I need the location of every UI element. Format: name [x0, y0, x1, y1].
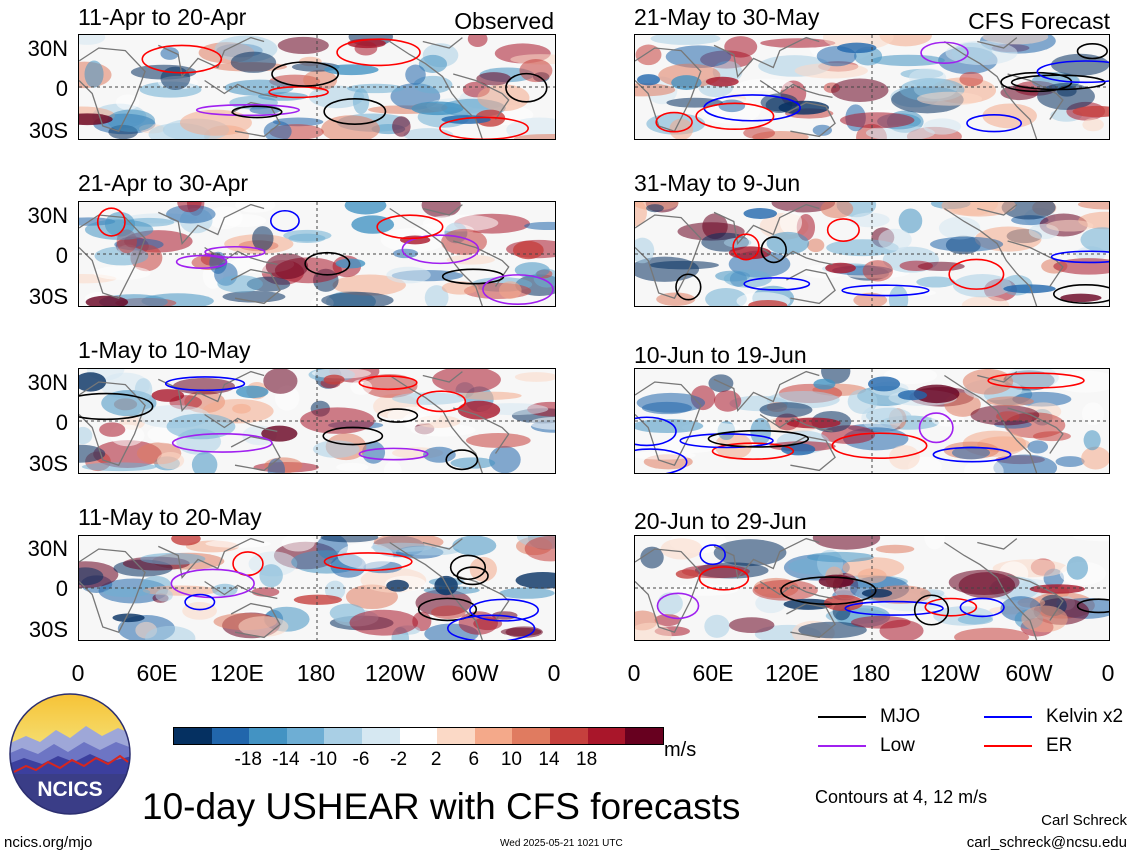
lat-label-eq: 0 — [55, 76, 68, 101]
panel-title-3: 1-May to 10-May — [78, 337, 251, 363]
map-graphic — [635, 536, 1109, 640]
map-panel-1 — [78, 34, 556, 140]
lat-label-eq: 0 — [55, 576, 68, 601]
legend-line-low — [818, 745, 866, 747]
colorbar-swatch — [211, 728, 250, 744]
ncics-logo: NCICS — [9, 693, 131, 815]
lon-label-120e: 120E — [210, 660, 264, 686]
colorbar-swatch — [174, 728, 212, 744]
panel-title-2: 21-Apr to 30-Apr — [78, 170, 249, 196]
map-graphic — [635, 369, 1109, 473]
map-panel-7 — [634, 368, 1110, 474]
lon-label-0-east: 0 — [547, 660, 561, 686]
map-graphic — [79, 536, 555, 640]
legend-label-low: Low — [880, 735, 915, 756]
colorbar-swatch — [249, 728, 287, 744]
colorbar-swatch — [549, 728, 588, 744]
colorbar-swatch — [587, 728, 626, 744]
lon-label-120e: 120E — [765, 660, 819, 686]
colorbar-swatch — [399, 728, 438, 744]
panel-tag-observed: Observed — [454, 8, 554, 34]
lat-label-30n: 30N — [27, 36, 68, 61]
lon-label-0-east: 0 — [1101, 660, 1115, 686]
colorbar-swatch — [625, 728, 663, 744]
colorbar-swatch — [361, 728, 400, 744]
lon-label-120w: 120W — [364, 660, 426, 686]
panel-title-4: 11-May to 20-May — [78, 504, 262, 530]
colorbar-tick-label: -18 — [234, 749, 262, 770]
map-panel-3 — [78, 368, 556, 474]
panel-title-6: 31-May to 9-Jun — [634, 170, 801, 196]
logo-text: NCICS — [37, 778, 102, 801]
colorbar-swatch — [512, 728, 550, 744]
lat-label-30n: 30N — [27, 536, 68, 561]
legend-label-mjo: MJO — [880, 706, 921, 727]
legend-line-mjo — [818, 716, 866, 718]
colorbar-tick-label: 14 — [538, 749, 560, 770]
lon-label-60w: 60W — [451, 660, 499, 686]
map-graphic — [635, 35, 1109, 139]
colorbar-tick-label: 18 — [576, 749, 598, 770]
panel-tag-forecast: CFS Forecast — [968, 8, 1110, 34]
main-title: 10-day USHEAR with CFS forecasts — [142, 786, 741, 827]
site-link[interactable]: ncics.org/mjo — [4, 834, 93, 851]
lon-label-0: 0 — [71, 660, 85, 686]
colorbar-tick-label: -6 — [352, 749, 370, 770]
map-graphic — [79, 202, 555, 306]
colorbar-tick-label: -2 — [390, 749, 408, 770]
lat-label-30s: 30S — [28, 451, 68, 476]
panel-title-8: 20-Jun to 29-Jun — [634, 508, 807, 534]
colorbar-tick-label: 2 — [430, 749, 442, 770]
lon-label-60w: 60W — [1005, 660, 1053, 686]
colorbar-swatch — [324, 728, 362, 744]
legend-label-kelvin: Kelvin x2 — [1046, 706, 1124, 727]
lat-label-eq: 0 — [55, 410, 68, 435]
map-panel-2 — [78, 201, 556, 307]
colorbar-swatch — [474, 728, 513, 744]
map-panel-5 — [634, 34, 1110, 140]
lon-label-0: 0 — [627, 660, 641, 686]
map-graphic — [79, 369, 555, 473]
lat-label-30s: 30S — [28, 118, 68, 143]
author-name: Carl Schreck — [1041, 812, 1127, 829]
author-email: carl_schreck@ncsu.edu — [966, 834, 1127, 851]
panel-title-5: 21-May to 30-May — [634, 4, 820, 30]
lat-label-eq: 0 — [55, 243, 68, 268]
colorbar-swatch — [286, 728, 325, 744]
map-panel-8 — [634, 535, 1110, 641]
contours-note: Contours at 4, 12 m/s — [815, 787, 988, 807]
lon-label-180: 180 — [851, 660, 891, 686]
lat-label-30s: 30S — [28, 617, 68, 642]
lon-label-180: 180 — [296, 660, 336, 686]
map-panel-4 — [78, 535, 556, 641]
lon-label-120w: 120W — [919, 660, 981, 686]
panel-title-7: 10-Jun to 19-Jun — [634, 342, 807, 368]
colorbar — [173, 727, 664, 745]
lat-label-30s: 30S — [28, 284, 68, 309]
colorbar-tick-label: -10 — [309, 749, 338, 770]
lon-label-60e: 60E — [692, 660, 734, 686]
colorbar-units: m/s — [664, 739, 697, 761]
timestamp: Wed 2025-05-21 1021 UTC — [500, 838, 623, 849]
legend-line-kelvin — [984, 716, 1032, 718]
legend-line-er — [984, 745, 1032, 747]
map-panel-6 — [634, 201, 1110, 307]
colorbar-tick-label: 6 — [468, 749, 480, 770]
lat-label-30n: 30N — [27, 203, 68, 228]
colorbar-swatch — [437, 728, 475, 744]
panel-title-1: 11-Apr to 20-Apr — [78, 4, 247, 30]
map-graphic — [635, 202, 1109, 306]
colorbar-tick-label: -14 — [272, 749, 300, 770]
lat-label-30n: 30N — [27, 370, 68, 395]
colorbar-tick-label: 10 — [500, 749, 522, 770]
map-graphic — [79, 35, 555, 139]
lon-label-60e: 60E — [136, 660, 178, 686]
legend-label-er: ER — [1046, 735, 1073, 756]
